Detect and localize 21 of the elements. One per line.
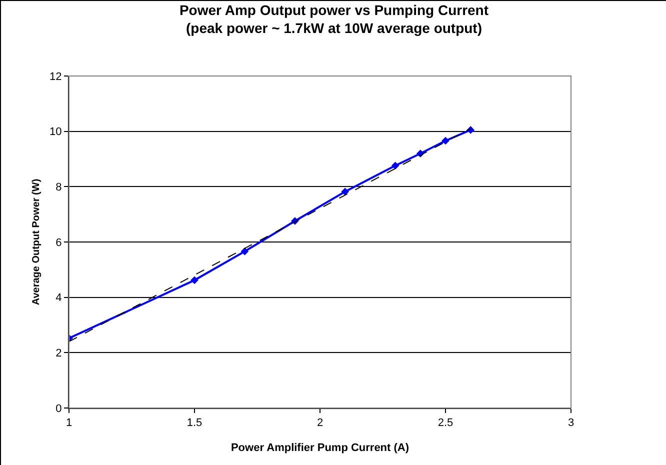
point (442, 136, 450, 145)
x-axis-title: Power Amplifier Pump Current (A) (230, 442, 410, 454)
y-tick-label: 12 (50, 70, 62, 83)
point (341, 188, 349, 196)
y-axis-title: Average Output Power (W) (31, 178, 42, 306)
y-tick-label: 2 (56, 348, 62, 360)
x-tick-label: 2 (316, 417, 324, 430)
y-tick-label: 4 (56, 292, 62, 304)
x-tick-label: 1 (66, 417, 72, 430)
chart-title: Power Amp Output power vs Pumping Current (179, 2, 489, 18)
point (240, 248, 249, 256)
x-tick-label: 1.5 (186, 417, 202, 430)
y-tick-label: 8 (56, 182, 62, 194)
chart-subtitle: (peak power ~ 1.7kW at 10W average output) (186, 20, 482, 36)
x-tick-label: 3 (568, 417, 574, 430)
y-tick-label: 0 (56, 402, 62, 415)
point (190, 276, 198, 284)
x-tick-label: 2.5 (438, 417, 454, 430)
y-tick-label: 10 (50, 126, 62, 138)
y-tick-label: 6 (56, 236, 62, 249)
point (391, 162, 400, 170)
